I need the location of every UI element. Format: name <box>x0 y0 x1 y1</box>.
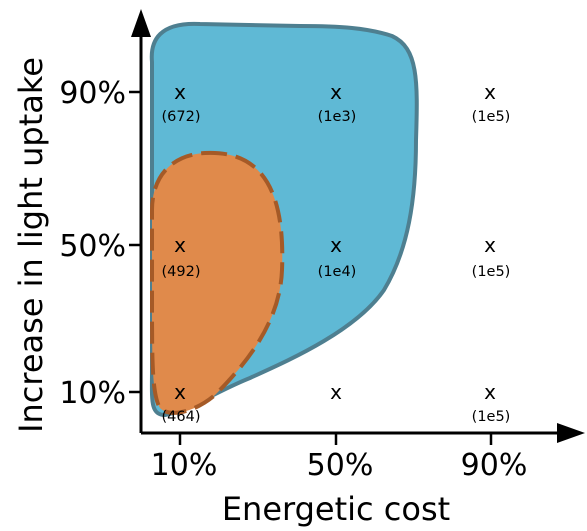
y-tick-label: 50% <box>59 229 126 264</box>
grid-point-marker: x <box>484 380 496 404</box>
x-tick-label: 50% <box>307 448 374 483</box>
grid-point-marker: x <box>330 380 342 404</box>
grid-point-marker: x <box>484 80 496 104</box>
grid-point-label: (1e5) <box>472 409 511 425</box>
y-axis-arrowhead <box>131 9 151 37</box>
grid-point-marker: x <box>174 233 186 257</box>
y-axis-title: Increase in light uptake <box>12 57 50 433</box>
x-axis-title: Energetic cost <box>222 490 450 528</box>
grid-point-label: (1e4) <box>318 264 357 280</box>
grid-point-label: (1e5) <box>472 109 511 125</box>
x-tick-label: 90% <box>461 448 528 483</box>
grid-point-label: (1e5) <box>472 264 511 280</box>
grid-point-label: (1e3) <box>318 109 357 125</box>
grid-point-label: (672) <box>162 109 201 125</box>
x-tick-label: 10% <box>151 448 218 483</box>
y-tick-label: 10% <box>59 376 126 411</box>
y-tick-label: 90% <box>59 76 126 111</box>
grid-point-label: (492) <box>162 264 201 280</box>
grid-point-marker: x <box>174 80 186 104</box>
grid-point-label: (464) <box>162 409 201 425</box>
grid-point-marker: x <box>330 233 342 257</box>
grid-point-marker: x <box>174 380 186 404</box>
inner-region <box>150 150 285 415</box>
grid-point-marker: x <box>484 233 496 257</box>
grid-point-marker: x <box>330 80 342 104</box>
x-axis-arrowhead <box>557 423 585 443</box>
